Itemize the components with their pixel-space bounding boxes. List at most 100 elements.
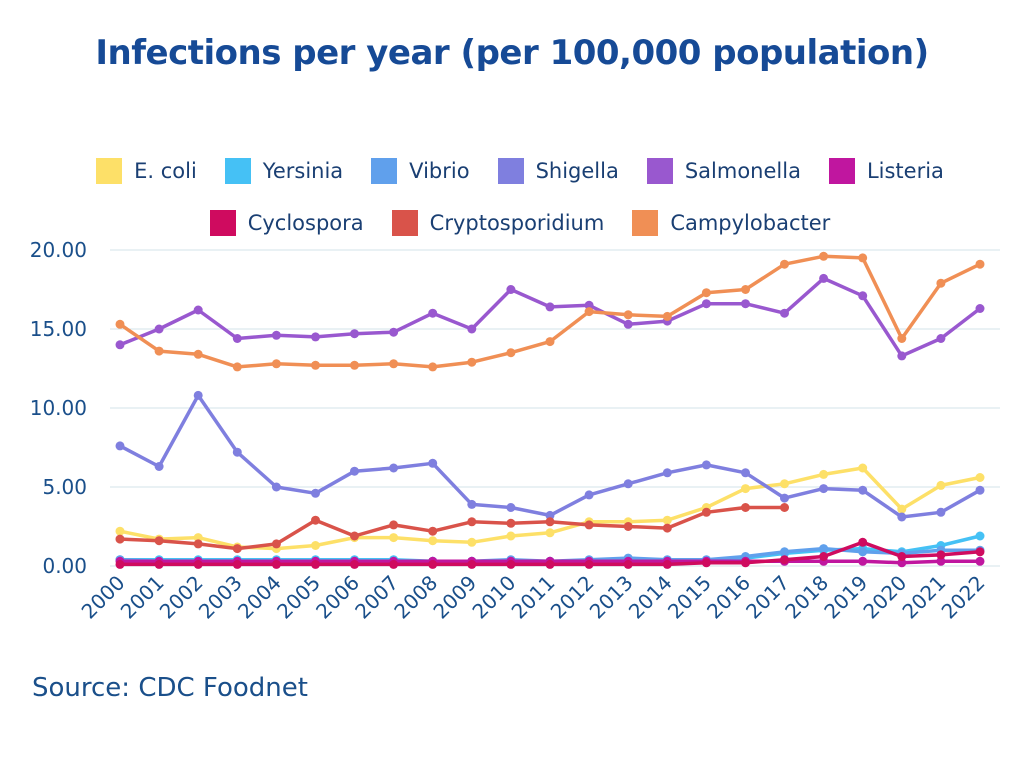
- data-point: [975, 304, 985, 313]
- x-tick-label: 2015: [663, 571, 716, 624]
- data-point: [271, 482, 281, 492]
- data-point: [545, 528, 555, 538]
- data-point: [506, 559, 516, 569]
- data-point: [780, 259, 789, 269]
- data-point: [232, 362, 242, 372]
- legend-item: Listeria: [828, 158, 944, 184]
- data-point: [819, 273, 829, 283]
- x-tick-label: 2020: [858, 571, 911, 624]
- data-point: [975, 485, 985, 495]
- x-tick-label: 2002: [155, 571, 208, 624]
- data-point: [741, 468, 750, 478]
- data-point: [115, 526, 125, 536]
- data-point: [623, 559, 633, 569]
- legend-label: Campylobacter: [670, 211, 831, 235]
- data-point: [741, 484, 750, 494]
- data-point: [389, 463, 399, 473]
- data-point: [741, 558, 750, 568]
- data-point: [545, 302, 555, 312]
- data-point: [467, 324, 477, 334]
- data-point: [271, 539, 281, 549]
- data-point: [467, 517, 477, 527]
- legend-row: E. coli Yersinia Vibrio Shigella Salmonella L…: [40, 145, 1000, 197]
- x-tick-label: 2008: [389, 571, 442, 624]
- x-tick-label: 2006: [311, 571, 364, 624]
- x-tick-label: 2009: [428, 571, 481, 624]
- data-point: [115, 340, 125, 350]
- data-point: [741, 503, 750, 512]
- data-point: [467, 357, 477, 367]
- data-point: [819, 469, 829, 479]
- data-point: [819, 251, 829, 261]
- data-point: [350, 329, 359, 339]
- series-cryptosporidium: [115, 503, 789, 554]
- data-point: [506, 503, 516, 512]
- legend-label: Listeria: [866, 159, 944, 183]
- data-point: [975, 531, 985, 541]
- x-tick-label: 2010: [467, 571, 520, 624]
- x-tick-label: 2001: [116, 571, 169, 624]
- data-point: [819, 484, 829, 494]
- data-point: [545, 337, 555, 347]
- data-point: [193, 559, 203, 569]
- legend-swatch: [371, 158, 398, 184]
- data-point: [467, 537, 477, 547]
- series-shigella: [115, 390, 985, 522]
- data-point: [975, 259, 985, 269]
- data-point: [819, 544, 829, 554]
- data-point: [193, 533, 203, 543]
- legend-swatch: [96, 158, 123, 184]
- data-point: [701, 299, 711, 309]
- data-point: [623, 522, 633, 531]
- series-cyclospora: [115, 537, 985, 569]
- x-tick-label: 2019: [819, 571, 872, 624]
- x-tick-label: 2003: [194, 571, 247, 624]
- data-point: [467, 499, 477, 509]
- data-point: [780, 308, 789, 318]
- data-point: [936, 334, 946, 343]
- data-point: [662, 559, 672, 569]
- series-line: [118, 254, 982, 369]
- legend-label: Yersinia: [262, 159, 344, 183]
- data-point: [858, 253, 868, 263]
- data-point: [858, 291, 868, 301]
- data-point: [311, 332, 320, 342]
- data-point: [271, 330, 281, 340]
- data-point: [154, 324, 164, 334]
- data-point: [350, 531, 359, 541]
- x-tick-label: 2000: [77, 571, 130, 624]
- data-point: [154, 462, 164, 471]
- data-point: [701, 460, 711, 470]
- legend-label: Cryptosporidium: [429, 211, 605, 235]
- legend-item: Yersinia: [224, 158, 344, 184]
- data-point: [780, 493, 789, 503]
- legend-item: Campylobacter: [632, 210, 830, 236]
- data-point: [154, 346, 164, 356]
- data-point: [428, 526, 438, 536]
- data-point: [623, 479, 633, 489]
- data-point: [975, 547, 985, 557]
- x-tick-label: 2021: [897, 571, 950, 624]
- data-point: [584, 490, 594, 500]
- data-point: [389, 533, 399, 543]
- x-tick-label: 2016: [702, 571, 755, 624]
- data-point: [311, 360, 320, 370]
- data-point: [506, 518, 516, 528]
- data-point: [545, 559, 555, 569]
- legend-item: E. coli: [96, 158, 197, 184]
- data-point: [350, 559, 359, 569]
- data-point: [858, 556, 868, 566]
- data-point: [350, 360, 359, 370]
- data-point: [975, 556, 985, 566]
- data-point: [545, 517, 555, 527]
- data-point: [506, 285, 516, 294]
- data-point: [232, 447, 242, 457]
- legend-swatch: [209, 210, 236, 236]
- legend-label: E. coli: [134, 159, 197, 183]
- legend-label: Shigella: [535, 159, 619, 183]
- y-tick-label: 15.00: [30, 317, 87, 341]
- legend-swatch: [391, 210, 418, 236]
- legend-label: Cyclospora: [247, 211, 364, 235]
- data-point: [858, 537, 868, 547]
- legend-item: Cyclospora: [209, 210, 364, 236]
